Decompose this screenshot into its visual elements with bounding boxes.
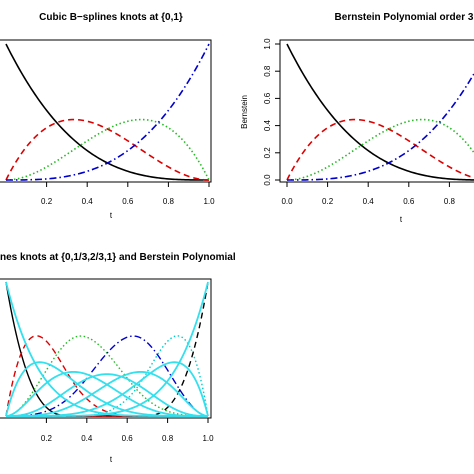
series-line-5 [6,281,209,417]
panel-title: Bernstein Polynomial order 3 [335,12,474,23]
series-line-1 [286,118,474,181]
plot-frame [279,39,474,183]
series-line-13 [6,281,209,417]
panel-bsplines-and-bernstein: nes knots at {0,1/3,2/3,1} and Berstein … [0,252,236,464]
plot-frame [0,39,212,183]
x-tick-label-0: 0.2 [41,197,53,206]
series-line-0 [286,43,474,181]
x-axis: 0.2 0.4 0.6 0.8 1.0 [41,182,215,206]
panel-title: nes knots at {0,1/3,2/3,1} and Berstein … [0,252,236,263]
x-tick-label-3: 0.8 [162,434,174,443]
panel-cubic-bsplines: Cubic B−splines knots at {0,1} 0.2 0.4 0.6… [0,12,215,220]
series-line-3 [6,43,210,181]
x-tick-label-0: 0.0 [281,197,293,206]
y-tick-label-3: 0.6 [263,92,272,104]
curves [5,43,210,181]
series-line-0 [5,281,208,417]
panel-bernstein-order-3: Bernstein Polynomial order 3 0.0 0.2 0.4 0.… [240,12,474,224]
x-tick-label-2: 0.6 [122,434,134,443]
x-tick-label-2: 0.6 [122,197,134,206]
series-line-10 [6,373,208,417]
series-line-11 [6,370,209,417]
series-line-8 [5,361,208,417]
x-tick-label-1: 0.4 [82,197,94,206]
x-tick-label-4: 1.0 [203,197,215,206]
x-tick-label-4: 0.8 [444,197,456,206]
y-tick-label-5: 1.0 [263,38,272,50]
x-tick-label-3: 0.6 [403,197,415,206]
x-tick-label-2: 0.4 [363,197,375,206]
x-axis-label: t [110,455,113,464]
y-axis-label: Bernstein [240,95,249,129]
y-tick-label-2: 0.4 [263,119,272,131]
x-axis-label: t [110,211,113,220]
series-line-3 [6,335,209,417]
series-line-2 [286,118,474,181]
x-tick-label-4: 1.0 [202,434,214,443]
x-tick-label-3: 0.8 [163,197,175,206]
x-axis-label: t [400,215,403,224]
x-axis: 0.2 0.4 0.6 0.8 1.0 [41,418,214,443]
series-line-0 [5,43,209,181]
series-line-12 [6,361,209,417]
series-line-2 [5,335,208,417]
x-tick-label-1: 0.2 [322,197,334,206]
y-tick-label-4: 0.8 [263,65,272,77]
panel-title: Cubic B−splines knots at {0,1} [39,12,183,23]
x-tick-label-1: 0.4 [81,434,93,443]
curves [286,43,474,181]
y-tick-label-0: 0.0 [263,174,272,186]
series-line-7 [5,281,208,417]
y-tick-label-1: 0.2 [263,147,272,159]
series-line-1 [5,118,210,181]
x-tick-label-0: 0.2 [41,434,53,443]
series-line-4 [6,335,209,417]
x-axis: 0.0 0.2 0.4 0.6 0.8 [281,182,456,206]
plot-frame [0,278,212,419]
series-line-3 [287,72,474,181]
curves [5,281,209,417]
y-axis: 0.0 0.2 0.4 0.6 0.8 1.0 [263,38,280,186]
